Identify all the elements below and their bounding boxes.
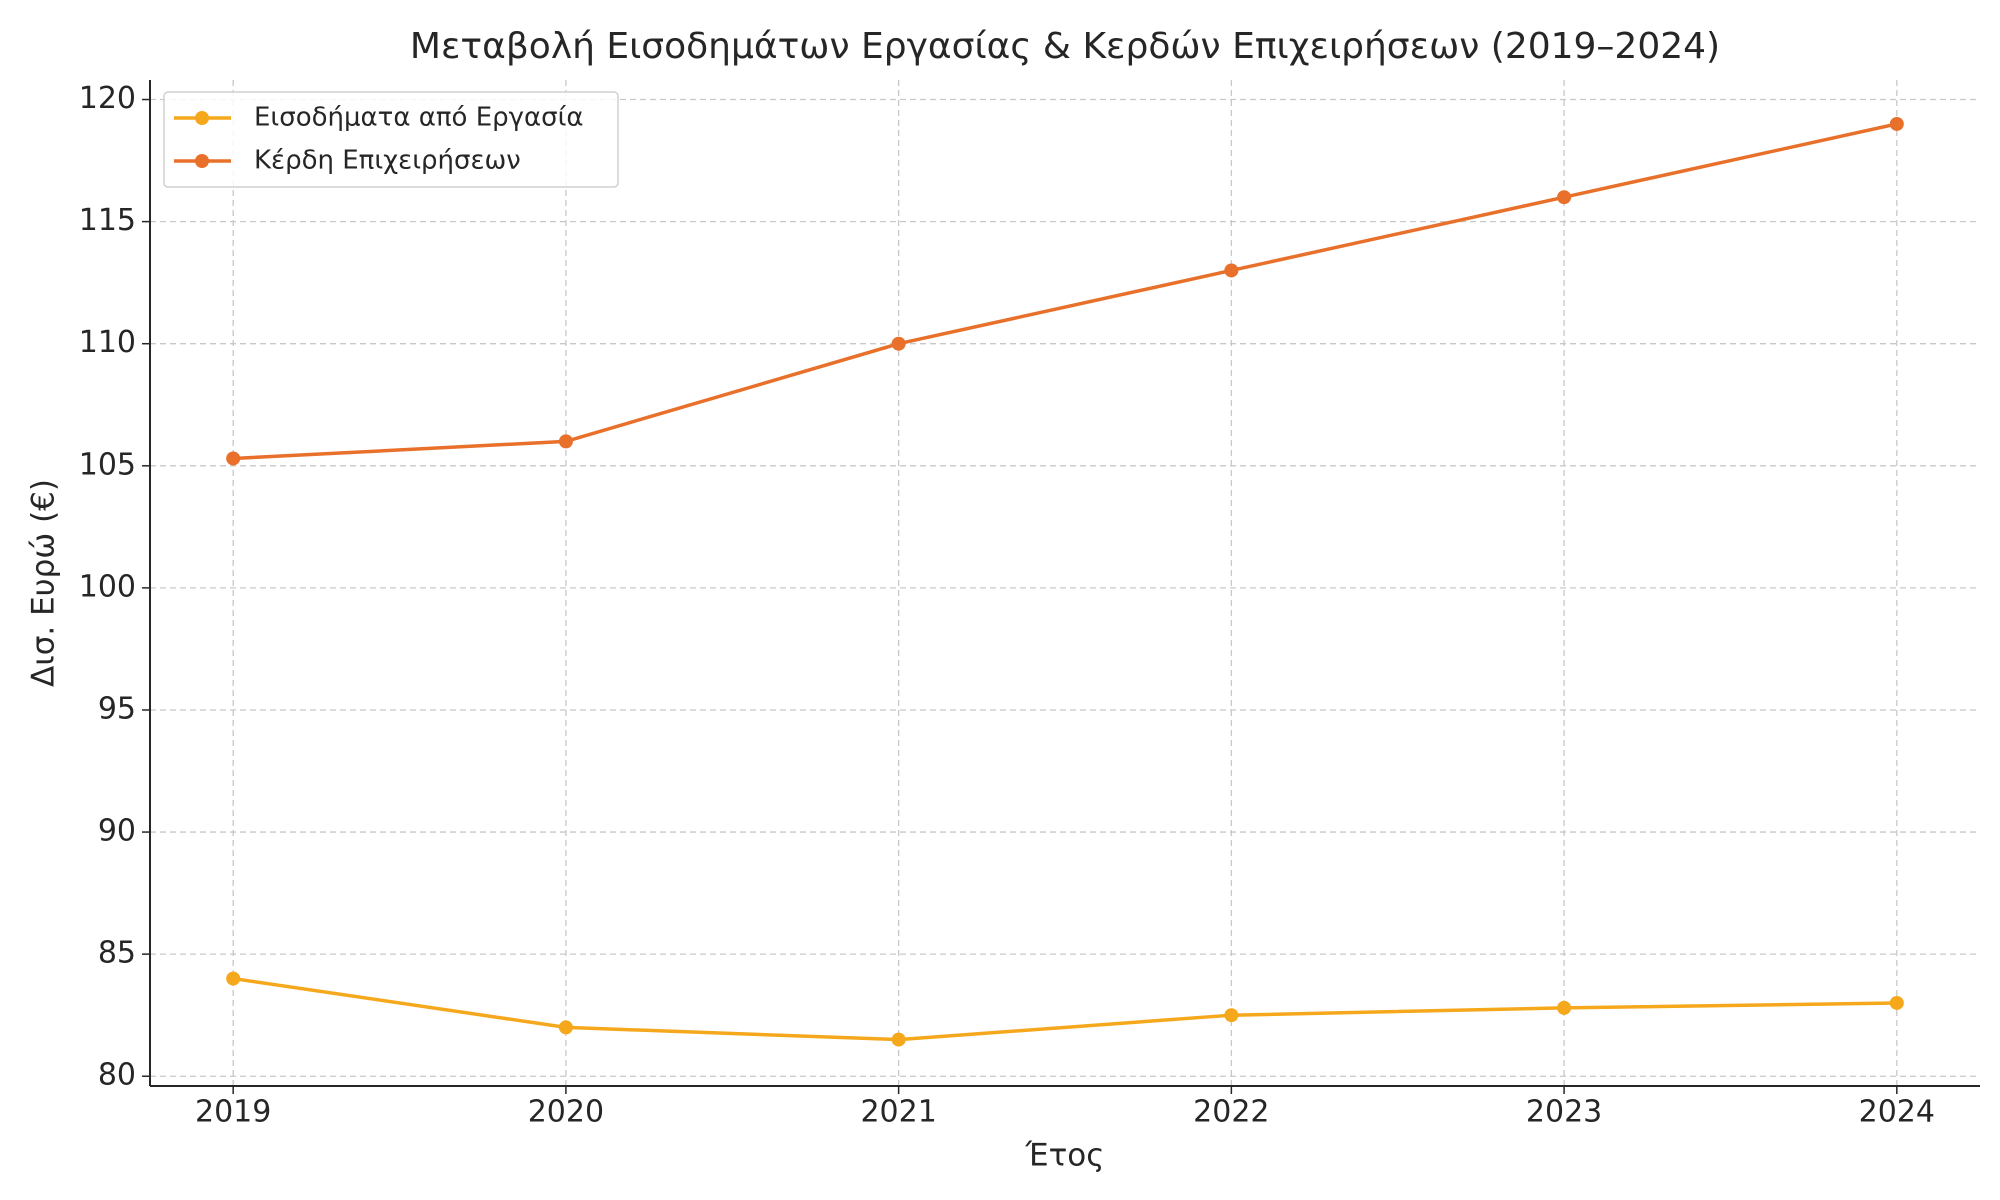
- point: [558, 434, 573, 449]
- y-tick-label: 95: [98, 691, 136, 726]
- point: [1557, 190, 1572, 205]
- x-tick-label: 2023: [1526, 1095, 1602, 1130]
- legend-marker: [195, 154, 209, 168]
- point: [891, 336, 906, 351]
- x-tick-label: 2020: [528, 1095, 604, 1130]
- legend: Εισοδήματα από Εργασία Κέρδη Επιχειρήσεων: [163, 91, 619, 188]
- point: [1224, 1008, 1239, 1023]
- y-tick-label: 120: [79, 81, 136, 116]
- x-tick-label: 2019: [195, 1095, 271, 1130]
- x-tick-label: 2022: [1193, 1095, 1269, 1130]
- legend-label: Κέρδη Επιχειρήσεων: [254, 146, 521, 176]
- y-axis-label: Δισ. Ευρώ (€): [26, 479, 62, 687]
- legend-marker: [195, 111, 209, 125]
- y-tick-label: 85: [98, 936, 136, 971]
- chart-title: Μεταβολή Εισοδημάτων Εργασίας & Κερδών Ε…: [410, 26, 1720, 67]
- series-line: [233, 122, 1898, 461]
- x-axis-label: Έτος: [1025, 1138, 1105, 1174]
- y-tick-label: 110: [79, 325, 136, 360]
- point: [1557, 1000, 1572, 1015]
- point: [1224, 263, 1239, 278]
- point: [891, 1032, 906, 1047]
- point: [1889, 995, 1904, 1010]
- y-tick-label: 105: [79, 447, 136, 482]
- y-tick-label: 90: [98, 814, 136, 849]
- series-line: [232, 976, 1897, 1042]
- y-tick-label: 100: [79, 569, 136, 604]
- x-tick-label: 2024: [1859, 1095, 1935, 1130]
- point: [226, 451, 241, 466]
- legend-label: Εισοδήματα από Εργασία: [254, 103, 584, 133]
- point: [1889, 116, 1904, 131]
- point: [558, 1020, 573, 1035]
- x-tick-label: 2021: [860, 1095, 936, 1130]
- point: [226, 971, 241, 986]
- y-tick-label: 80: [98, 1058, 136, 1093]
- legend-box: [163, 91, 619, 188]
- y-tick-label: 115: [79, 203, 136, 238]
